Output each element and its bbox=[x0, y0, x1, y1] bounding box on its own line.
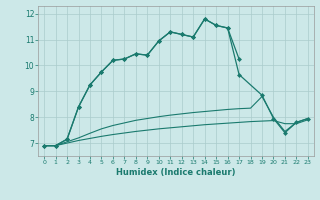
X-axis label: Humidex (Indice chaleur): Humidex (Indice chaleur) bbox=[116, 168, 236, 177]
